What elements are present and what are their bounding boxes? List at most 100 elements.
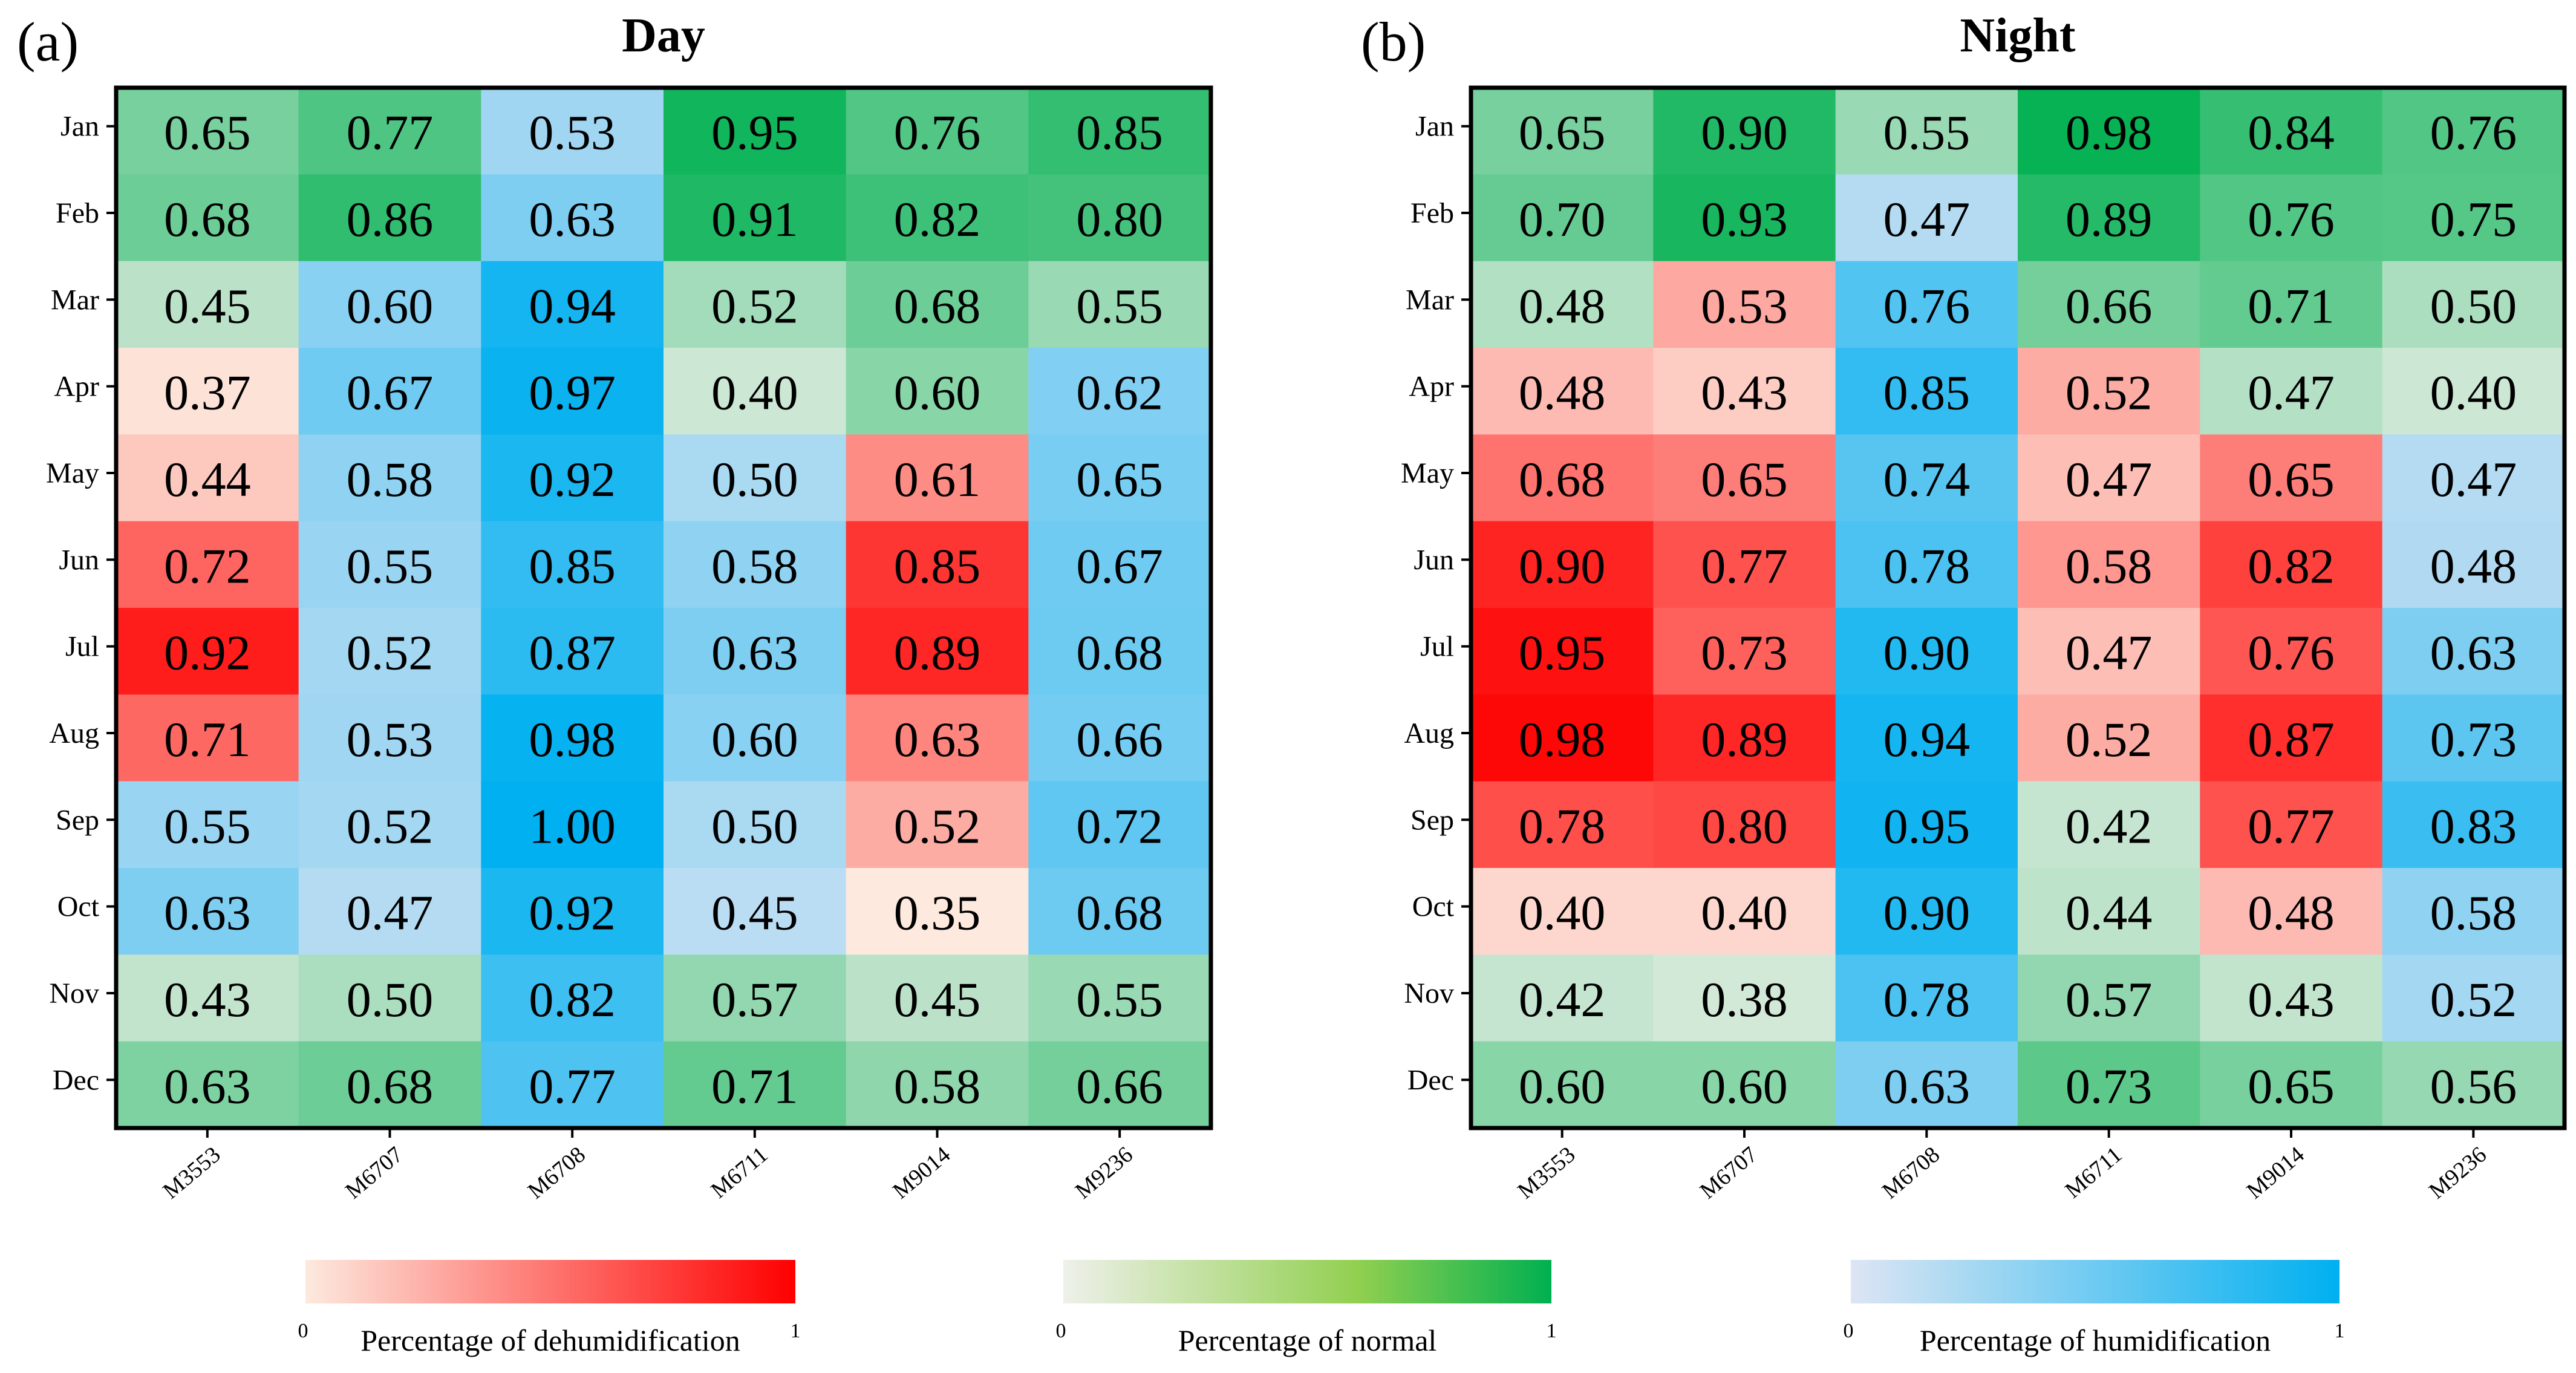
cell-value-label: 0.58	[2430, 885, 2517, 941]
cell-value-label: 0.76	[2248, 625, 2335, 680]
cell-value-label: 0.90	[1701, 105, 1788, 160]
heatmap-cell	[1835, 868, 2018, 955]
cell-value-label: 0.62	[1076, 365, 1163, 420]
cell-value-label: 0.85	[1076, 105, 1163, 160]
heatmap-cell	[481, 348, 664, 435]
heatmap-cell	[2200, 608, 2383, 695]
heatmap-cell	[2018, 434, 2200, 522]
heatmap-cell	[846, 868, 1029, 955]
cell-value-label: 0.57	[2066, 972, 2153, 1027]
heatmap-cell	[298, 608, 481, 695]
heatmap-cell	[2382, 261, 2565, 348]
heatmap-cell	[2018, 694, 2200, 782]
cell-value-label: 0.94	[1883, 712, 1971, 767]
cell-value-label: 0.66	[1076, 712, 1163, 767]
cell-value-label: 0.43	[2248, 972, 2335, 1027]
cell-value-label: 0.37	[164, 365, 251, 420]
heatmap-cell	[664, 521, 847, 608]
heatmap-cell	[846, 694, 1029, 782]
heatmap-cell	[1653, 954, 1836, 1042]
cell-value-label: 0.63	[711, 625, 798, 680]
cell-value-label: 0.45	[711, 885, 798, 941]
heatmap-cell	[2018, 88, 2200, 175]
heatmap-cell	[846, 434, 1029, 522]
panel-label: (b)	[1361, 11, 1426, 73]
heatmap-cell	[116, 1041, 299, 1129]
cell-value-label: 0.85	[1883, 365, 1971, 420]
cell-value-label: 0.52	[2430, 972, 2517, 1027]
cell-value-label: 0.68	[164, 192, 251, 247]
heatmap-cell	[1835, 608, 2018, 695]
y-tick-label: Apr	[54, 371, 99, 403]
y-tick-label: Apr	[1409, 371, 1454, 403]
cell-value-label: 0.68	[1076, 885, 1163, 941]
y-tick-label: May	[46, 457, 99, 489]
heatmap-cell	[846, 608, 1029, 695]
heatmap-cell	[2018, 608, 2200, 695]
cell-value-label: 0.45	[164, 278, 251, 333]
heatmap-cell	[298, 261, 481, 348]
cell-value-label: 0.86	[347, 192, 434, 247]
heatmap-cell	[1835, 434, 2018, 522]
heatmap-cell	[1653, 521, 1836, 608]
colorbar-title: Percentage of dehumidification	[360, 1323, 740, 1357]
cell-value-label: 0.47	[2430, 452, 2517, 507]
heatmap-cell	[2018, 868, 2200, 955]
cell-value-label: 0.97	[529, 365, 616, 420]
colorbar-title: Percentage of normal	[1178, 1323, 1437, 1357]
cell-value-label: 0.52	[2066, 712, 2153, 767]
cell-value-label: 0.65	[164, 105, 251, 160]
cell-value-label: 0.47	[1883, 192, 1971, 247]
cell-value-label: 0.72	[1076, 798, 1163, 853]
heatmap-cell	[664, 608, 847, 695]
cell-value-label: 0.72	[164, 538, 251, 593]
heatmap-cell	[1471, 694, 1654, 782]
cell-value-label: 0.98	[1519, 712, 1606, 767]
heatmap-cell	[1835, 694, 2018, 782]
colorbar-min-label: 0	[298, 1320, 308, 1342]
cell-value-label: 0.52	[347, 625, 434, 680]
heatmap-cell	[1471, 521, 1654, 608]
cell-value-label: 0.85	[529, 538, 616, 593]
heatmap-cell	[116, 781, 299, 869]
heatmap-cell	[481, 88, 664, 175]
heatmap-cell	[116, 348, 299, 435]
cell-value-label: 0.76	[2430, 105, 2517, 160]
heatmap-cell	[116, 694, 299, 782]
cell-value-label: 0.47	[2066, 452, 2153, 507]
heatmap-cell	[846, 88, 1029, 175]
cell-value-label: 0.63	[529, 192, 616, 247]
cell-value-label: 0.52	[894, 798, 981, 853]
cell-value-label: 0.50	[2430, 278, 2517, 333]
cell-value-label: 0.55	[1883, 105, 1971, 160]
cell-value-label: 0.42	[2066, 798, 2153, 853]
heatmap-cell	[2382, 694, 2565, 782]
panel-title: Day	[622, 9, 705, 62]
heatmap-cell	[1835, 954, 2018, 1042]
cell-value-label: 0.66	[2066, 278, 2153, 333]
y-tick-label: Mar	[1406, 284, 1454, 316]
colorbar-max-label: 1	[2335, 1320, 2345, 1342]
heatmap-cell	[116, 261, 299, 348]
y-tick-label: Jul	[1420, 631, 1454, 663]
cell-value-label: 0.60	[1519, 1058, 1606, 1114]
colorbar-gradient	[1063, 1260, 1551, 1303]
panel-label: (a)	[17, 11, 79, 73]
colorbar-gradient	[305, 1260, 795, 1303]
heatmap-cell	[298, 434, 481, 522]
cell-value-label: 0.67	[347, 365, 434, 420]
heatmap-cell	[1028, 781, 1211, 869]
cell-value-label: 0.38	[1701, 972, 1788, 1027]
y-tick-label: Jul	[65, 631, 99, 663]
heatmap-panel-day: (a) Day 0.65 0.77 0.53 0.95 0.76 0.85 0.68 0.86 0.…	[17, 9, 1213, 1204]
y-tick-label: Feb	[56, 197, 99, 229]
cell-value-label: 0.82	[2248, 538, 2335, 593]
heatmap-cell	[1653, 434, 1836, 522]
cell-value-label: 0.91	[711, 192, 798, 247]
heatmap-cell	[1471, 88, 1654, 175]
heatmap-cell	[2200, 868, 2383, 955]
cell-value-label: 0.65	[1701, 452, 1788, 507]
cell-value-label: 0.77	[529, 1058, 616, 1114]
heatmap-cell	[1653, 781, 1836, 869]
cell-value-label: 0.89	[1701, 712, 1788, 767]
